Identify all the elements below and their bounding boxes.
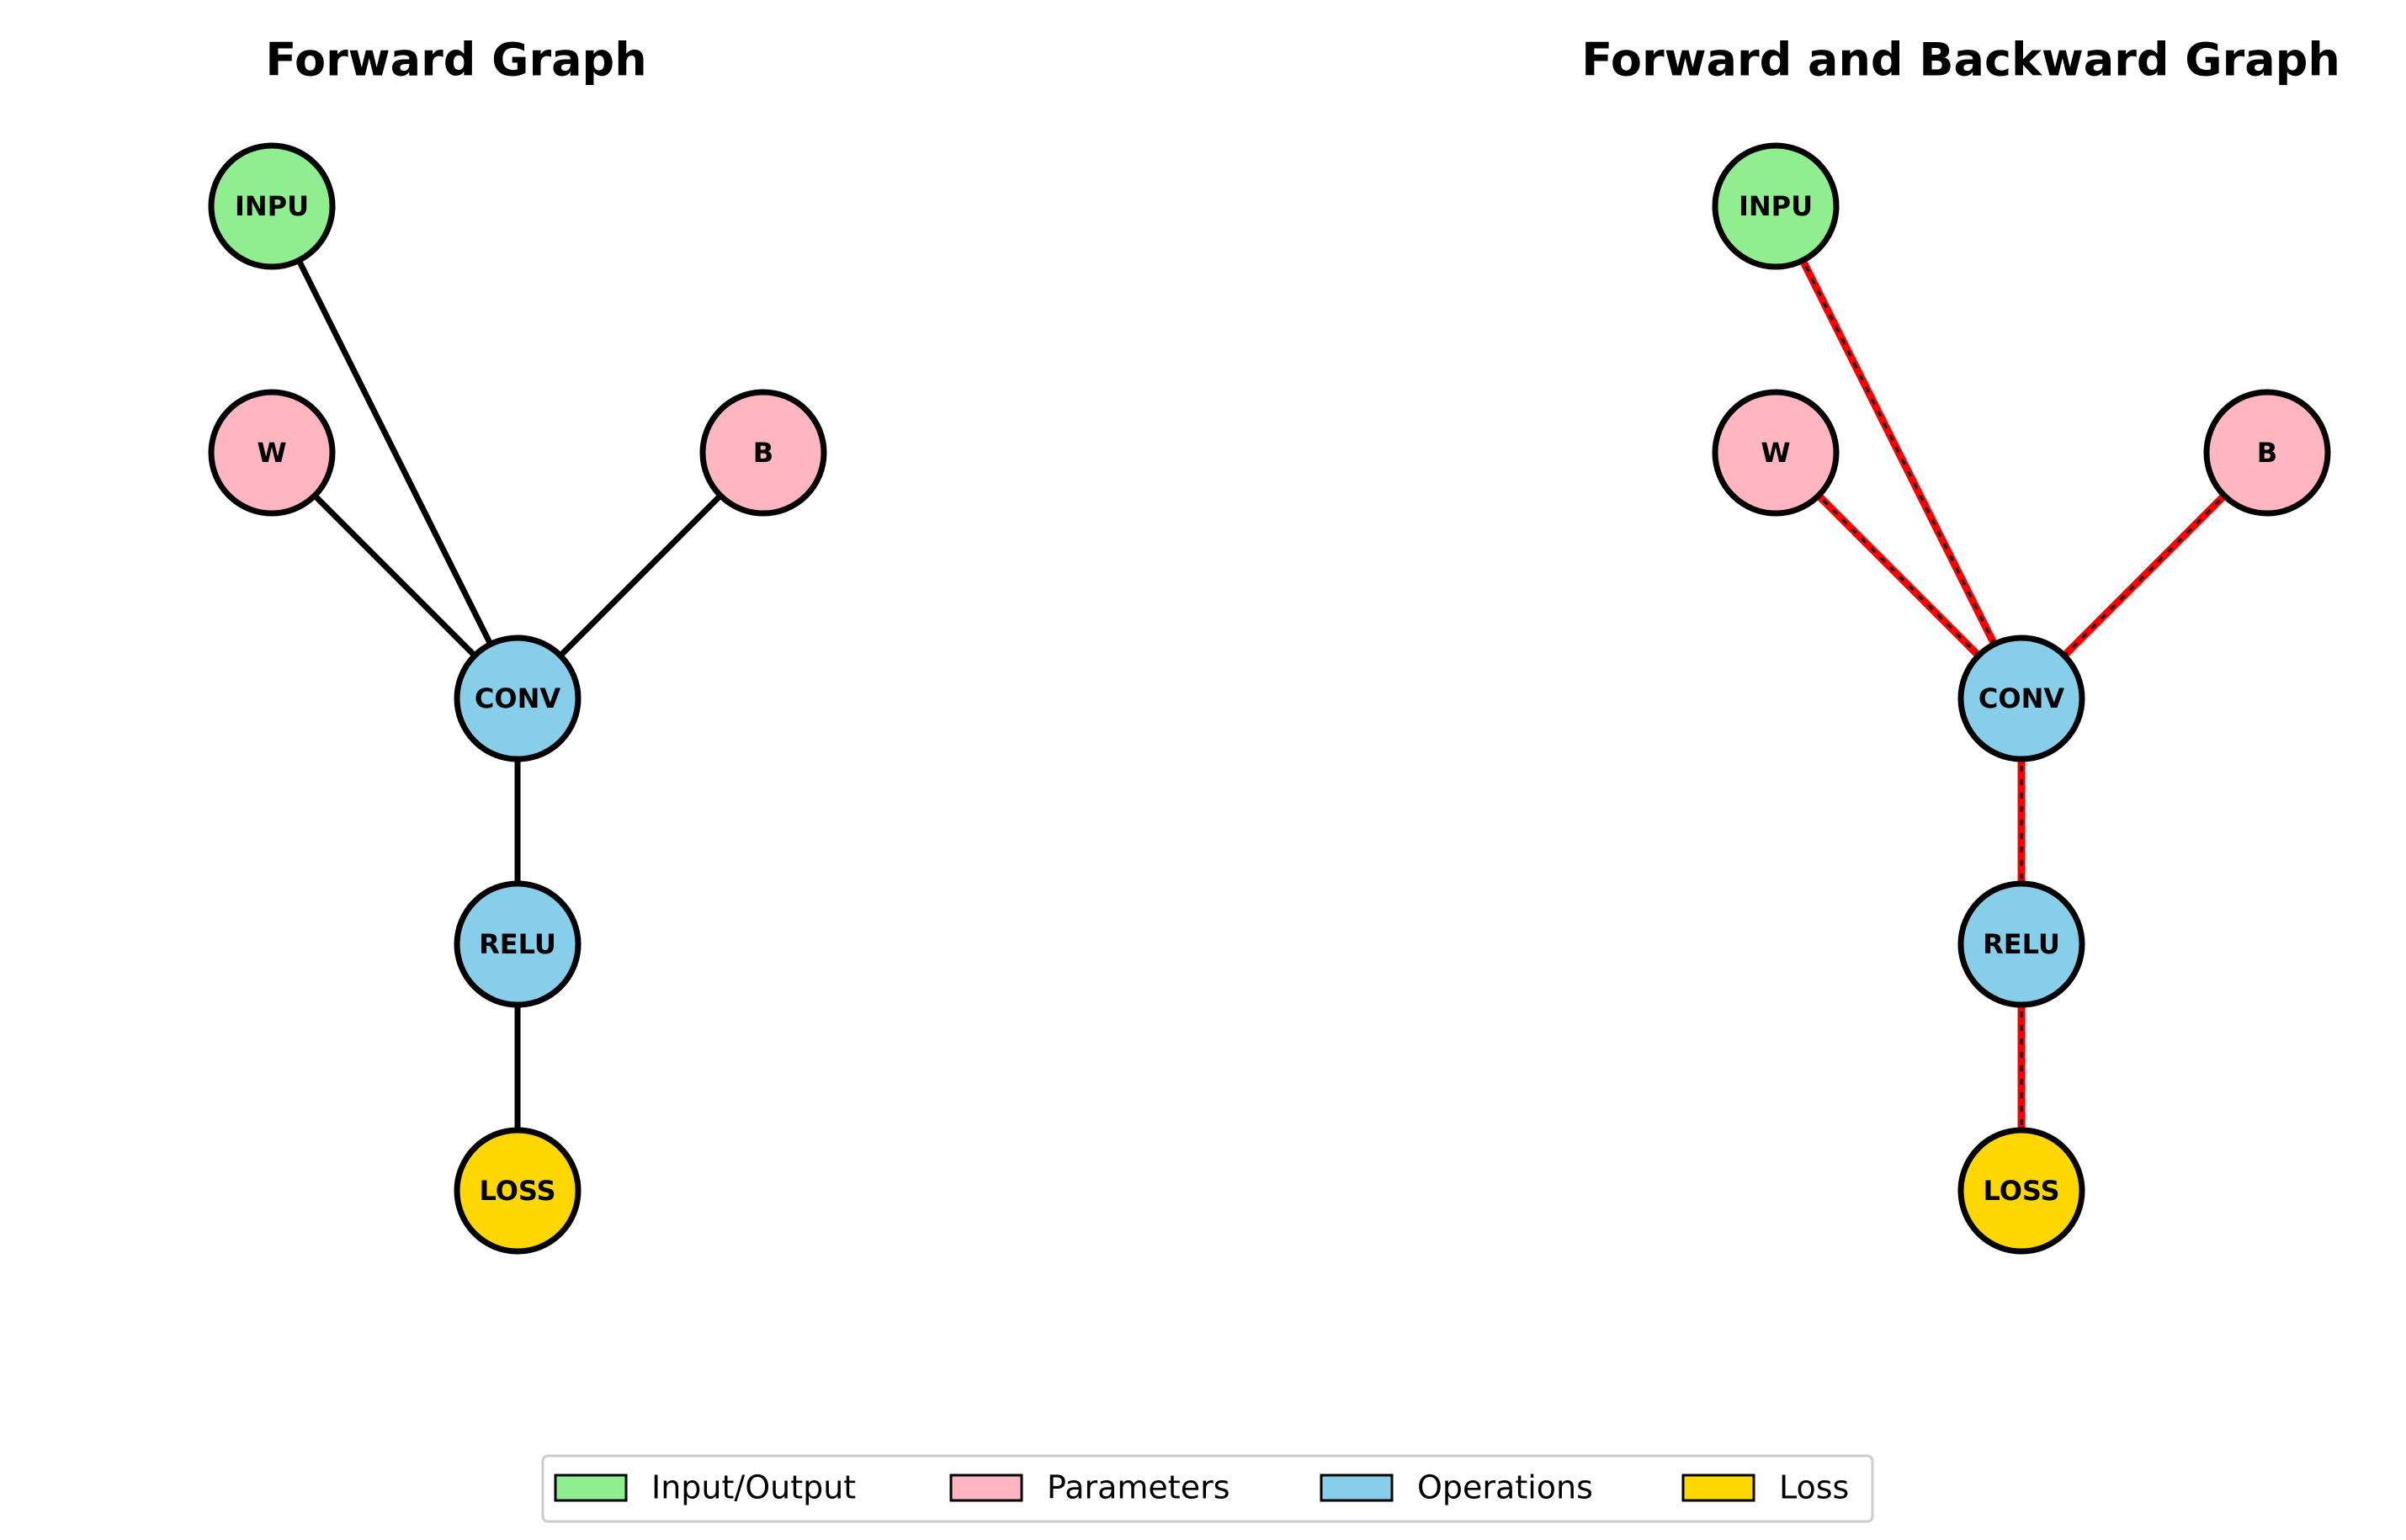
legend-label: Loss bbox=[1779, 1469, 1849, 1506]
legend-label: Operations bbox=[1417, 1469, 1593, 1506]
legend-item-op: Operations bbox=[1320, 1469, 1593, 1506]
node-label-loss: LOSS bbox=[479, 1175, 555, 1207]
legend-swatch-param bbox=[949, 1474, 1023, 1502]
node-loss bbox=[1957, 1127, 2085, 1255]
edge-input-conv bbox=[1774, 205, 2023, 699]
node-w bbox=[1712, 389, 1840, 517]
legend-label: Input/Output bbox=[651, 1469, 856, 1506]
node-label-relu: RELU bbox=[479, 928, 556, 960]
edge-input-conv bbox=[268, 204, 521, 700]
diagram-title: Forward Graph bbox=[265, 34, 646, 87]
legend-frame bbox=[541, 1454, 1874, 1523]
node-b bbox=[699, 389, 827, 517]
node-input bbox=[208, 142, 336, 270]
diagram-title: Forward and Backward Graph bbox=[1581, 34, 2340, 87]
node-label-conv: CONV bbox=[1978, 682, 2064, 714]
node-label-loss: LOSS bbox=[1983, 1175, 2059, 1207]
legend-label: Parameters bbox=[1047, 1469, 1230, 1506]
node-label-w: W bbox=[1761, 437, 1790, 469]
node-input bbox=[1712, 142, 1840, 270]
legend: Input/Output Parameters Operations Loss bbox=[541, 1454, 1874, 1523]
diagram-panel-forward-backward: Forward and Backward Graph INPU W B CONV RELU… bbox=[1581, 34, 2340, 1255]
node-label-b: B bbox=[753, 437, 773, 469]
node-w bbox=[208, 389, 336, 517]
diagram-panel-forward: Forward Graph INPU W B CONV RELU LOSS bbox=[208, 34, 827, 1255]
node-label-input: INPU bbox=[235, 190, 309, 222]
legend-item-param: Parameters bbox=[949, 1469, 1230, 1506]
node-loss bbox=[454, 1127, 582, 1255]
node-label-relu: RELU bbox=[1983, 928, 2060, 960]
legend-swatch-input bbox=[554, 1474, 628, 1502]
nodes: INPU W B CONV RELU LOSS bbox=[1712, 142, 2331, 1255]
node-label-input: INPU bbox=[1739, 190, 1813, 222]
node-b bbox=[2203, 389, 2331, 517]
node-label-conv: CONV bbox=[475, 682, 560, 714]
nodes: INPU W B CONV RELU LOSS bbox=[208, 142, 827, 1255]
legend-item-loss: Loss bbox=[1681, 1469, 1849, 1506]
node-label-b: B bbox=[2257, 437, 2277, 469]
node-conv bbox=[1957, 635, 2085, 762]
legend-swatch-op bbox=[1320, 1474, 1394, 1502]
node-relu bbox=[454, 880, 582, 1008]
node-conv bbox=[454, 635, 582, 762]
legend-item-input: Input/Output bbox=[554, 1469, 856, 1506]
node-relu bbox=[1957, 880, 2085, 1008]
legend-swatch-loss bbox=[1681, 1474, 1755, 1502]
node-label-w: W bbox=[257, 437, 286, 469]
